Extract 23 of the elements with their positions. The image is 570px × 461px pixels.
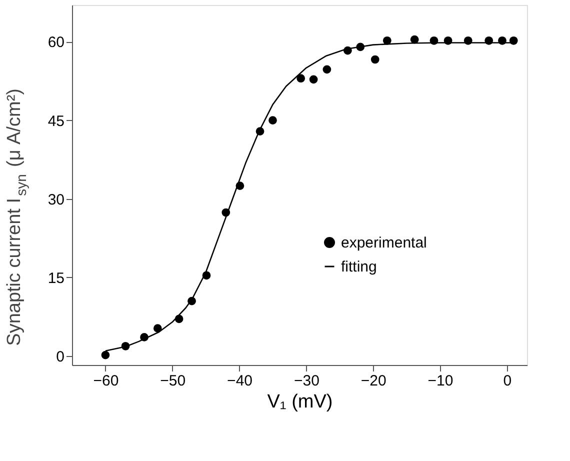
x-tick-label: −50	[160, 372, 186, 390]
legend-label: experimental	[341, 234, 427, 252]
x-tick-label: −60	[93, 372, 119, 390]
y-tick-label: 15	[48, 270, 64, 287]
point	[322, 65, 332, 74]
x-tick-label: −30	[294, 372, 320, 390]
point	[101, 350, 110, 360]
y-tick-label: 60	[48, 34, 64, 52]
x-tick-label: −10	[428, 372, 454, 390]
y-tick-label: 0	[56, 348, 64, 366]
x-tick-label: 0	[503, 372, 512, 390]
x-tick-label: −40	[227, 372, 253, 390]
point	[309, 75, 318, 84]
point	[268, 116, 277, 124]
legend-label: fitting	[341, 258, 377, 276]
x-axis-title: V₁ (mV)	[267, 392, 333, 412]
point	[370, 55, 380, 64]
y-tick-label: 45	[48, 112, 64, 130]
point	[296, 74, 306, 83]
y-tick-label: 30	[48, 191, 64, 208]
x-tick-label: −20	[360, 372, 386, 390]
y-axis-title: Synaptic current Isyn (μ A/cm²)	[4, 88, 29, 346]
point	[153, 324, 162, 332]
